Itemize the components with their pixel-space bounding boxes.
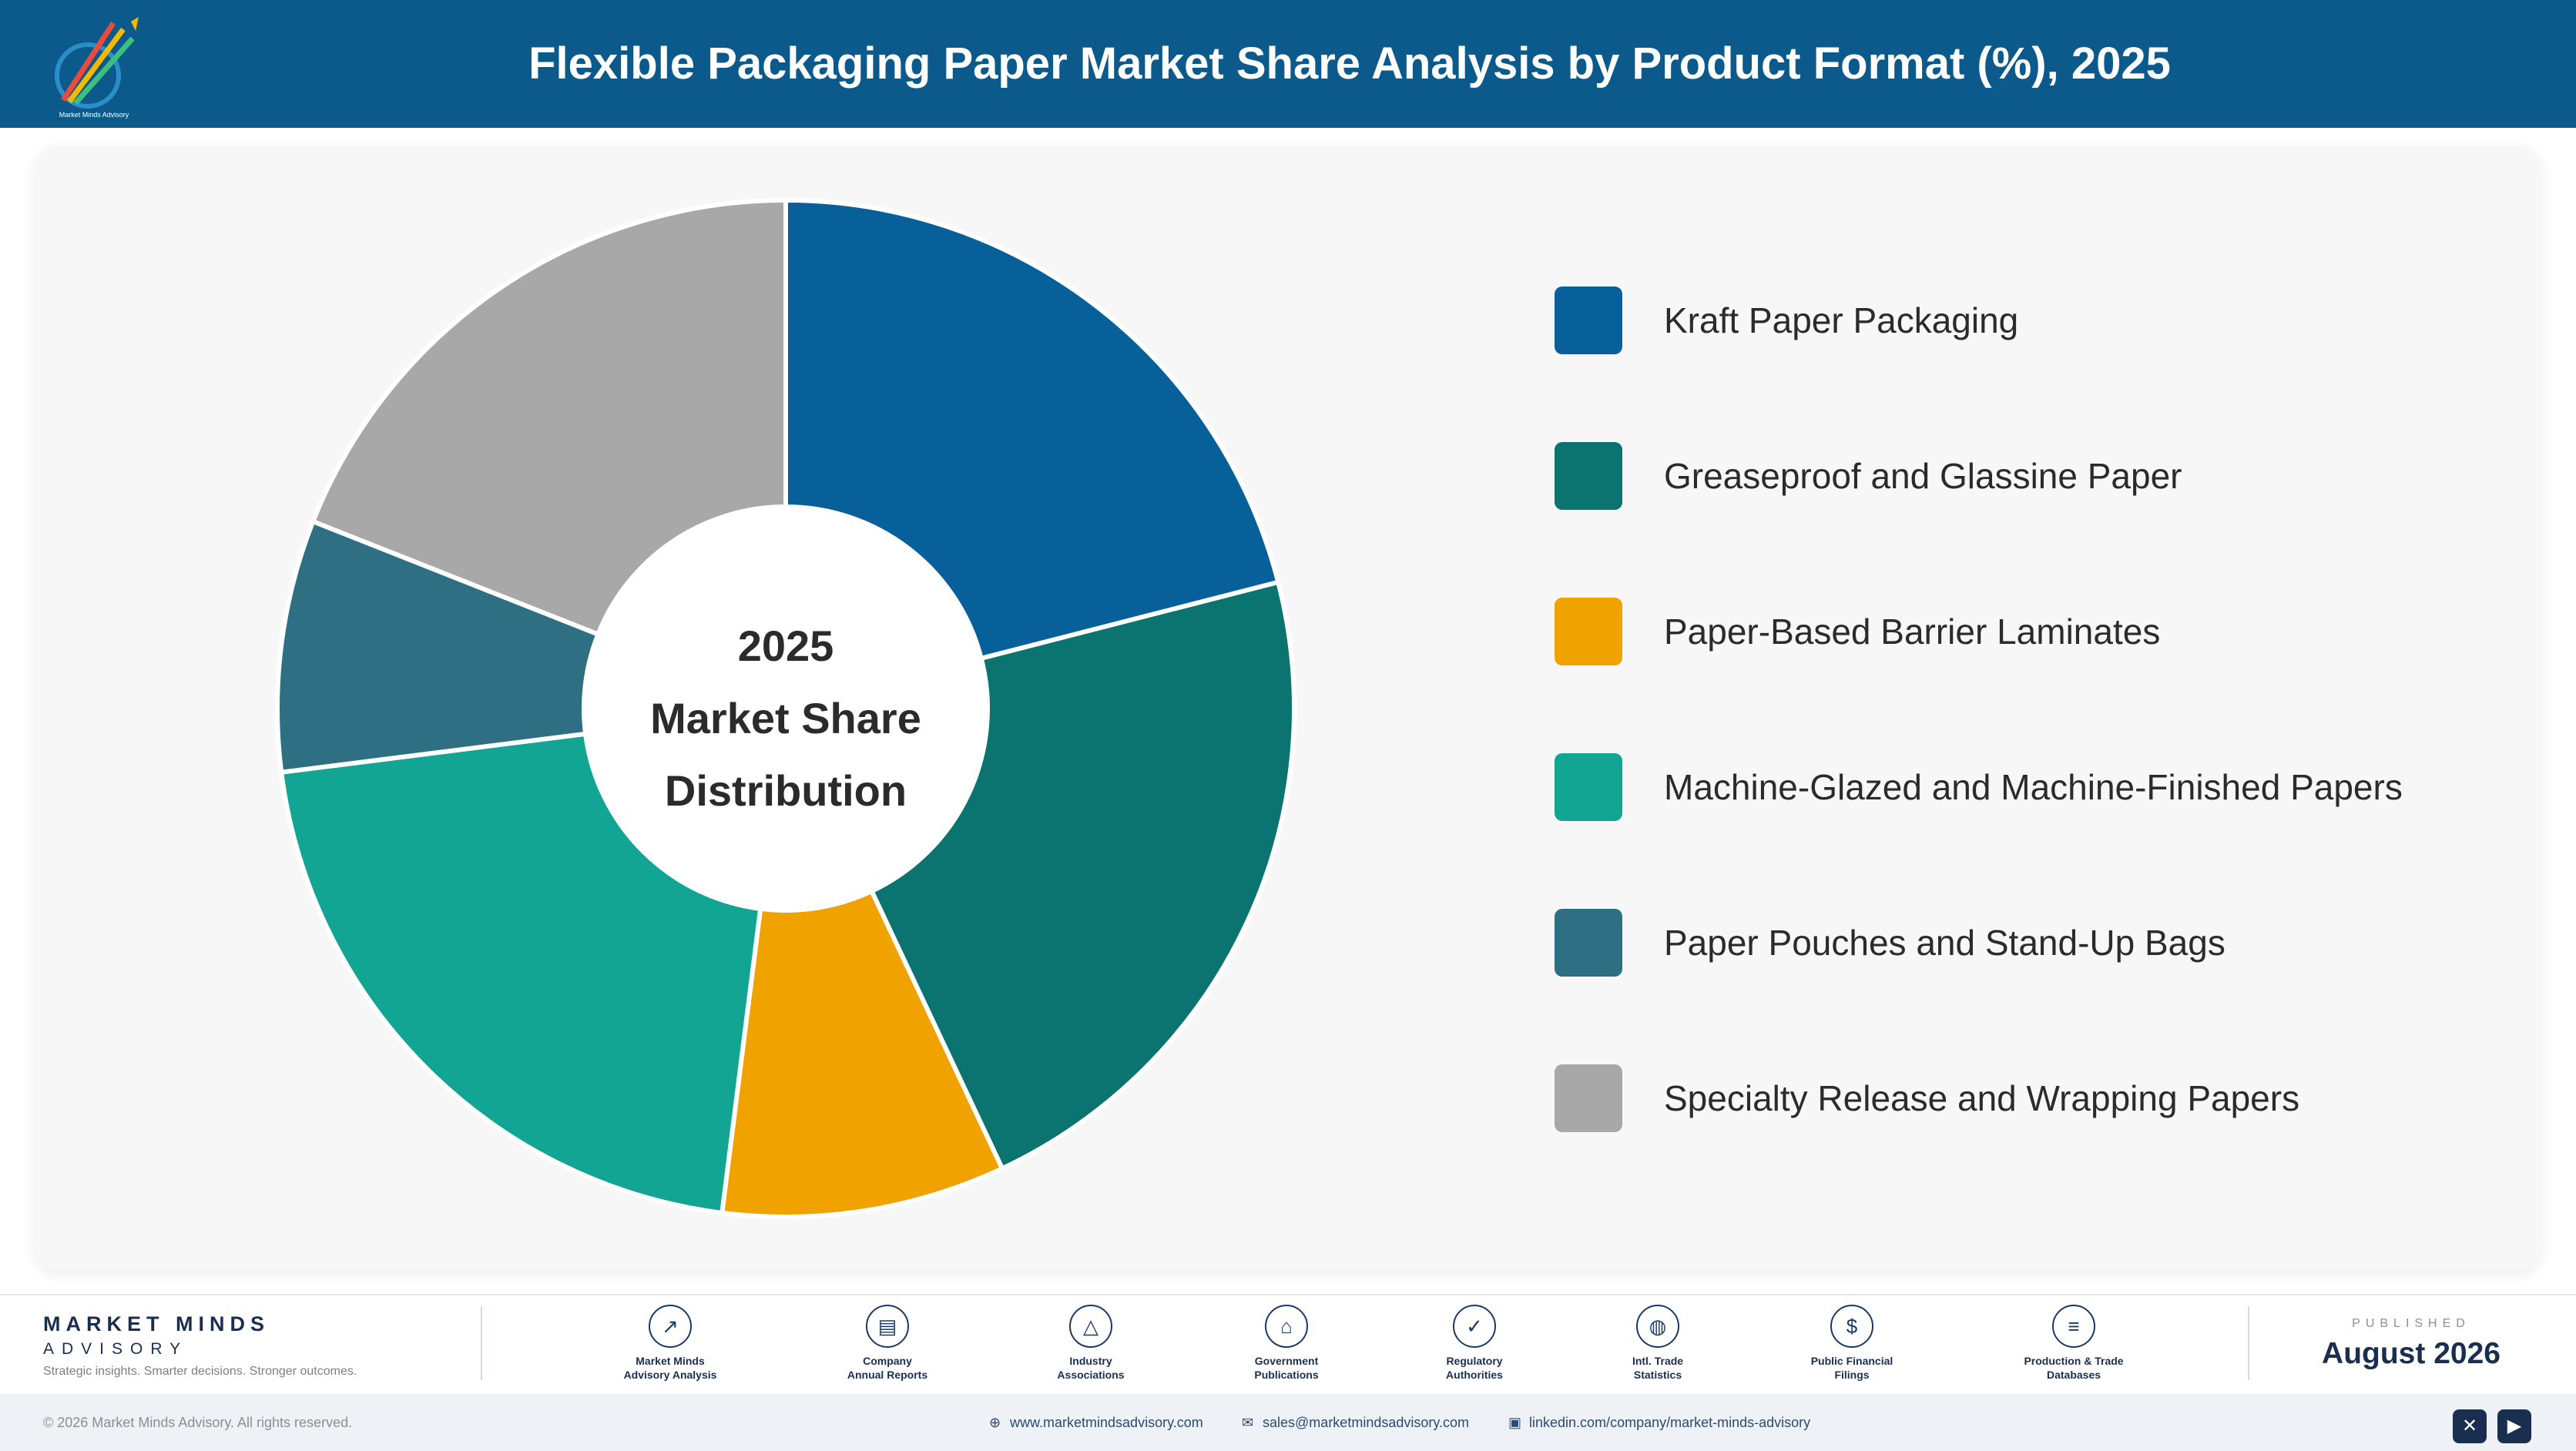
source-item: ↗ Market Minds Advisory Analysis	[593, 1305, 747, 1382]
source-label-line2: Filings	[1834, 1369, 1870, 1381]
donut-hole	[585, 508, 986, 909]
x-social-icon[interactable]: ✕	[2453, 1409, 2487, 1443]
source-label: Production & Trade Databases	[1997, 1354, 2151, 1382]
published-label: PUBLISHED	[2352, 1317, 2470, 1330]
trend-line-icon: ↗	[649, 1305, 692, 1348]
source-label-line2: Statistics	[1633, 1369, 1682, 1381]
source-label-line1: Company	[863, 1355, 912, 1367]
source-item: $ Public Financial Filings	[1775, 1305, 1929, 1382]
source-label-line2: Databases	[2046, 1369, 2101, 1381]
footer-divider	[481, 1306, 482, 1380]
source-label: Intl. Trade Statistics	[1581, 1354, 1735, 1382]
legend-label: Kraft Paper Packaging	[1664, 300, 2019, 340]
legend-label: Paper Pouches and Stand-Up Bags	[1664, 923, 2225, 963]
pie-slice	[719, 888, 1006, 1220]
legend-label: Greaseproof and Glassine Paper	[1664, 456, 2182, 496]
source-item: ≡ Production & Trade Databases	[1997, 1305, 2151, 1382]
footer-divider	[2248, 1306, 2249, 1380]
source-label-line1: Industry	[1069, 1355, 1112, 1367]
legend-label: Specialty Release and Wrapping Papers	[1664, 1078, 2300, 1118]
linkedin-icon: ▣	[1508, 1415, 1522, 1430]
legend-item: Paper-Based Barrier Laminates	[1555, 598, 2479, 667]
source-label-line1: Public Financial	[1810, 1355, 1893, 1367]
legend-swatch	[1555, 287, 1622, 354]
page-title: Flexible Packaging Paper Market Share An…	[528, 39, 2171, 89]
network-icon: △	[1069, 1305, 1112, 1348]
legend-item: Kraft Paper Packaging	[1555, 287, 2479, 356]
company-logo-icon: Market Minds Advisory	[55, 17, 139, 119]
pie-slice	[278, 731, 763, 1216]
source-label-line1: Government	[1254, 1355, 1319, 1367]
pie-slice	[310, 197, 788, 638]
legend-item: Greaseproof and Glassine Paper	[1555, 442, 2479, 511]
source-label: Industry Associations	[1014, 1354, 1168, 1382]
dollar-coin-icon: $	[1830, 1305, 1873, 1348]
source-label: Regulatory Authorities	[1397, 1354, 1551, 1382]
source-label-line1: Intl. Trade	[1632, 1355, 1684, 1367]
bottom-bar: © 2026 Market Minds Advisory. All rights…	[0, 1394, 2576, 1451]
source-label-line1: Production & Trade	[2024, 1355, 2124, 1367]
legend-label: Machine-Glazed and Machine-Finished Pape…	[1664, 767, 2403, 807]
email-link[interactable]: ✉ sales@marketmindsadvisory.com	[1242, 1394, 1469, 1451]
pie-slice	[275, 518, 602, 776]
legend-item: Paper Pouches and Stand-Up Bags	[1555, 909, 2479, 978]
source-label-line2: Advisory Analysis	[623, 1369, 717, 1381]
svg-text:Market Minds Advisory: Market Minds Advisory	[59, 111, 129, 119]
database-icon: ≡	[2052, 1305, 2095, 1348]
government-building-icon: ⌂	[1265, 1305, 1308, 1348]
published-date: August 2026	[2322, 1337, 2501, 1370]
source-label: Public Financial Filings	[1775, 1354, 1929, 1382]
globe-icon: ◍	[1636, 1305, 1679, 1348]
document-icon: ▤	[866, 1305, 909, 1348]
pie-slice	[868, 579, 1296, 1172]
source-label-line2: Associations	[1057, 1369, 1125, 1381]
mail-icon: ✉	[1242, 1415, 1254, 1430]
source-label: Company Annual Reports	[810, 1354, 964, 1382]
youtube-social-icon[interactable]: ▶	[2497, 1409, 2531, 1443]
website-link[interactable]: ⊕ www.marketmindsadvisory.com	[989, 1394, 1203, 1451]
source-label-line2: Publications	[1254, 1369, 1319, 1381]
website-text: www.marketmindsadvisory.com	[1010, 1415, 1203, 1430]
legend-swatch	[1555, 598, 1622, 665]
source-label-line2: Authorities	[1446, 1369, 1503, 1381]
source-label-line2: Annual Reports	[847, 1369, 928, 1381]
legend-swatch	[1555, 753, 1622, 821]
footer: MARKET MINDS ADVISORY Strategic insights…	[0, 1294, 2576, 1451]
source-item: ▤ Company Annual Reports	[810, 1305, 964, 1382]
header-bar: Market Minds Advisory Flexible Packaging…	[0, 0, 2576, 128]
legend-swatch	[1555, 1064, 1622, 1132]
copyright-text: © 2026 Market Minds Advisory. All rights…	[43, 1415, 353, 1430]
legend-swatch	[1555, 909, 1622, 977]
pie-slice	[783, 197, 1281, 662]
email-text: sales@marketmindsadvisory.com	[1263, 1415, 1470, 1430]
footer-tagline: Strategic insights. Smarter decisions. S…	[43, 1365, 357, 1378]
globe-icon: ⊕	[989, 1415, 1001, 1430]
legend-item: Specialty Release and Wrapping Papers	[1555, 1064, 2479, 1134]
legend-label: Paper-Based Barrier Laminates	[1664, 612, 2161, 652]
donut-center-label: Market Share	[650, 694, 921, 742]
linkedin-link[interactable]: ▣ linkedin.com/company/market-minds-advi…	[1508, 1394, 1810, 1451]
source-item: ⌂ Government Publications	[1209, 1305, 1363, 1382]
source-label: Government Publications	[1209, 1354, 1363, 1382]
source-item: ◍ Intl. Trade Statistics	[1581, 1305, 1735, 1382]
source-item: △ Industry Associations	[1014, 1305, 1168, 1382]
legend-swatch	[1555, 442, 1622, 510]
linkedin-text: linkedin.com/company/market-minds-adviso…	[1529, 1415, 1811, 1430]
source-label-line1: Market Minds	[636, 1355, 705, 1367]
footer-brand-name: MARKET MINDS	[43, 1312, 270, 1335]
legend-item: Machine-Glazed and Machine-Finished Pape…	[1555, 753, 2479, 823]
footer-brand-sub: ADVISORY	[43, 1340, 189, 1358]
source-label-line1: Regulatory	[1446, 1355, 1503, 1367]
source-label: Market Minds Advisory Analysis	[593, 1354, 747, 1382]
donut-center-label: Distribution	[665, 766, 907, 815]
shield-check-icon: ✓	[1453, 1305, 1496, 1348]
source-item: ✓ Regulatory Authorities	[1397, 1305, 1551, 1382]
donut-center-label: 2025	[738, 622, 834, 670]
